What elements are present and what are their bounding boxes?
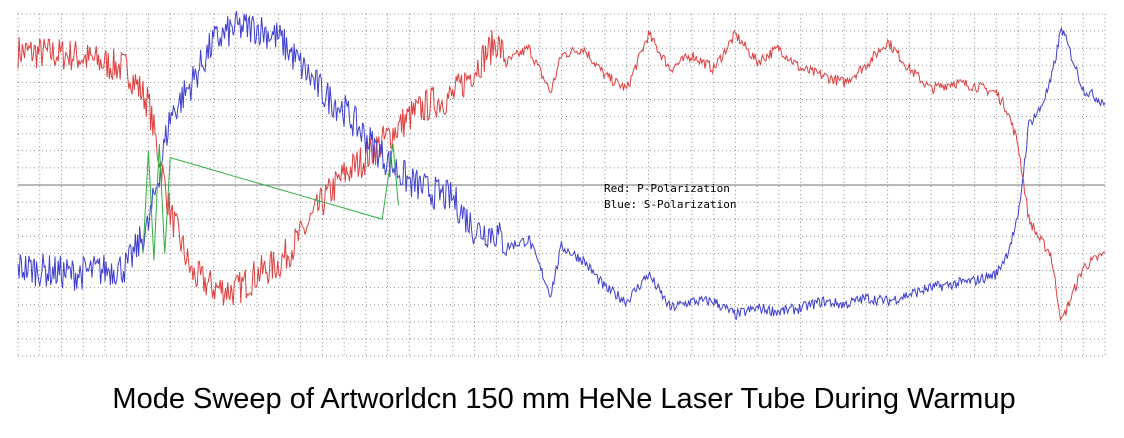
series-p-polarization <box>17 29 1106 322</box>
chart-title: Mode Sweep of Artworldcn 150 mm HeNe Las… <box>112 383 1015 415</box>
legend-entry-red: Red: P-Polarization <box>604 182 730 195</box>
grid <box>17 13 1106 357</box>
series-group <box>17 10 1106 322</box>
series-s-polarization <box>17 10 1106 320</box>
series-transition <box>142 143 399 261</box>
legend: Red: P-Polarization Blue: S-Polarization <box>604 182 736 211</box>
legend-entry-blue: Blue: S-Polarization <box>604 198 736 211</box>
